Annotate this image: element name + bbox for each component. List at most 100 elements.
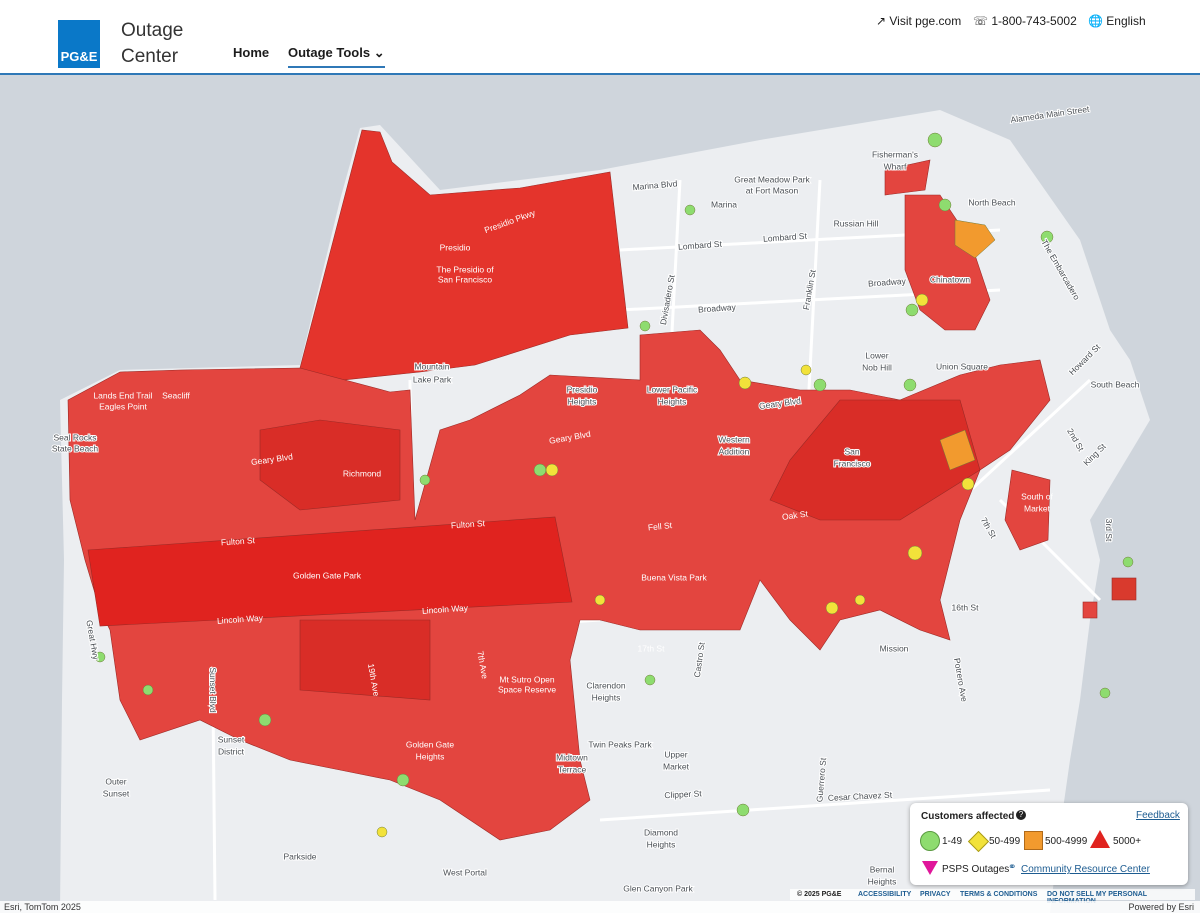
- map-label: Lower Pacific: [647, 384, 698, 394]
- help-icon[interactable]: ?: [1016, 810, 1026, 820]
- map-label: 3rd St: [1104, 519, 1114, 542]
- map-label: Great Meadow Park: [734, 174, 810, 184]
- map-label: Broadway: [868, 276, 907, 289]
- copyright: © 2025 PG&E: [797, 891, 842, 898]
- link-language[interactable]: 🌐 English: [1088, 14, 1146, 28]
- map-label: San Francisco: [438, 274, 493, 284]
- map-label: Presidio: [440, 242, 471, 252]
- map-label: Marina: [711, 199, 737, 209]
- map-label: South of: [1021, 491, 1053, 501]
- map-label: at Fort Mason: [746, 185, 799, 195]
- map-label: State Beach: [52, 443, 99, 453]
- legend-icon-red: [1090, 830, 1110, 848]
- legend-icon-yellow: [967, 830, 990, 853]
- nav-outage-tools[interactable]: Outage Tools ⌄: [288, 45, 385, 68]
- map-label: Market: [1024, 503, 1051, 513]
- map-label: Cesar Chavez St: [828, 790, 893, 803]
- map-footer: Esri, TomTom 2025 Powered by Esri: [0, 901, 1200, 913]
- legend-item: 500-4999: [1045, 836, 1088, 847]
- resource-icon: ⚭: [1008, 862, 1017, 873]
- map-label: Western: [718, 434, 750, 444]
- legend-item: 5000+: [1113, 836, 1142, 847]
- map-label: Golden Gate Park: [293, 570, 362, 580]
- map-label: Terrace: [558, 764, 587, 774]
- map-label: Space Reserve: [498, 684, 556, 694]
- map-label: Nob Hill: [862, 362, 892, 372]
- map-label: San: [844, 446, 859, 456]
- legend-item: 50-499: [989, 836, 1021, 847]
- map-label: Sunset: [218, 734, 245, 744]
- map-label: Clarendon: [586, 680, 625, 690]
- map-label: Heights: [568, 396, 597, 406]
- attribution-bar: © 2025 PG&E ACCESSIBILITY PRIVACY TERMS …: [790, 889, 1195, 905]
- link-phone[interactable]: ☏ 1-800-743-5002: [973, 14, 1077, 28]
- resource-link[interactable]: Community Resource Center: [1021, 864, 1150, 875]
- map-label: Lombard St: [763, 231, 808, 244]
- nav-label[interactable]: Outage Tools: [288, 45, 371, 60]
- map-label: Chinatown: [930, 274, 970, 284]
- footer-link[interactable]: ACCESSIBILITY: [858, 891, 912, 898]
- map-label: Midtown: [556, 752, 588, 762]
- map-label: Sunset: [103, 788, 130, 798]
- map-label: Heights: [658, 396, 687, 406]
- map-label: Heights: [647, 839, 676, 849]
- footer-link[interactable]: PRIVACY: [920, 891, 951, 898]
- header: PG&E Outage Center Home Outage Tools ⌄ ↗…: [0, 0, 1200, 75]
- map-label: The Presidio of: [436, 264, 494, 274]
- map-label: Eagles Point: [99, 401, 147, 411]
- map-label: Outer: [105, 776, 126, 786]
- outage-areas: [67, 129, 1137, 841]
- link-site[interactable]: ↗ Visit pge.com: [876, 14, 962, 28]
- map-label: Parkside: [283, 851, 316, 861]
- link-label[interactable]: 1-800-743-5002: [991, 14, 1077, 28]
- map-label: Fell St: [647, 520, 673, 533]
- map-label: Bernal: [870, 864, 895, 874]
- map-label: Market: [663, 761, 690, 771]
- map-label: North Beach: [968, 197, 1016, 207]
- map-label: Golden Gate: [406, 739, 454, 749]
- app-title: Center: [121, 46, 179, 67]
- map-label: Union Square: [936, 361, 988, 371]
- nav-home[interactable]: Home: [233, 45, 270, 60]
- map-label: Fulton St: [451, 518, 486, 530]
- legend: Customers affected ? Feedback 1-49 50-49…: [910, 803, 1188, 885]
- map-label: South Beach: [1091, 379, 1140, 389]
- map-attribution: Esri, TomTom 2025: [4, 902, 81, 912]
- map-label: Broadway: [698, 302, 737, 315]
- map-label: Twin Peaks Park: [588, 739, 652, 749]
- map-label: Lands End Trail: [93, 390, 152, 400]
- feedback-link[interactable]: Feedback: [1136, 810, 1180, 821]
- map-label: Lincoln Way: [217, 613, 264, 626]
- map-label: Heights: [592, 692, 621, 702]
- map-label: District: [218, 746, 245, 756]
- legend-item: 1-49: [942, 836, 963, 847]
- link-label[interactable]: English: [1106, 14, 1146, 28]
- map-label: Mission: [880, 643, 909, 653]
- map-label: Presidio: [567, 384, 598, 394]
- map-label: Mt Sutro Open: [499, 674, 555, 684]
- map-label: Lombard St: [678, 239, 723, 252]
- map-label: 7th Ave: [475, 650, 490, 680]
- map-label: Addition: [719, 446, 750, 456]
- legend-icon-green: [920, 831, 940, 851]
- map-label: 16th St: [952, 602, 980, 612]
- powered-by: Powered by Esri: [1128, 902, 1194, 912]
- legend-title: Customers affected: [921, 811, 1015, 822]
- map-label: Lincoln Way: [422, 603, 469, 616]
- map-label: Heights: [868, 876, 897, 886]
- link-label[interactable]: Visit pge.com: [889, 14, 962, 28]
- map-label: Richmond: [343, 468, 382, 478]
- map-label: Seal Rocks: [54, 432, 97, 442]
- map-label: Mountain: [415, 361, 450, 371]
- footer-link[interactable]: TERMS & CONDITIONS: [960, 891, 1038, 898]
- map-label: Russian Hill: [834, 218, 879, 228]
- map-label: Buena Vista Park: [641, 572, 707, 582]
- map-label: Lake Park: [413, 374, 452, 384]
- map-label: Sunset Blvd: [208, 667, 218, 713]
- map-label: Seacliff: [162, 390, 190, 400]
- map-label: Wharf: [884, 161, 907, 171]
- logo[interactable]: PG&E: [58, 20, 100, 68]
- legend-item: PSPS Outages: [942, 864, 1010, 875]
